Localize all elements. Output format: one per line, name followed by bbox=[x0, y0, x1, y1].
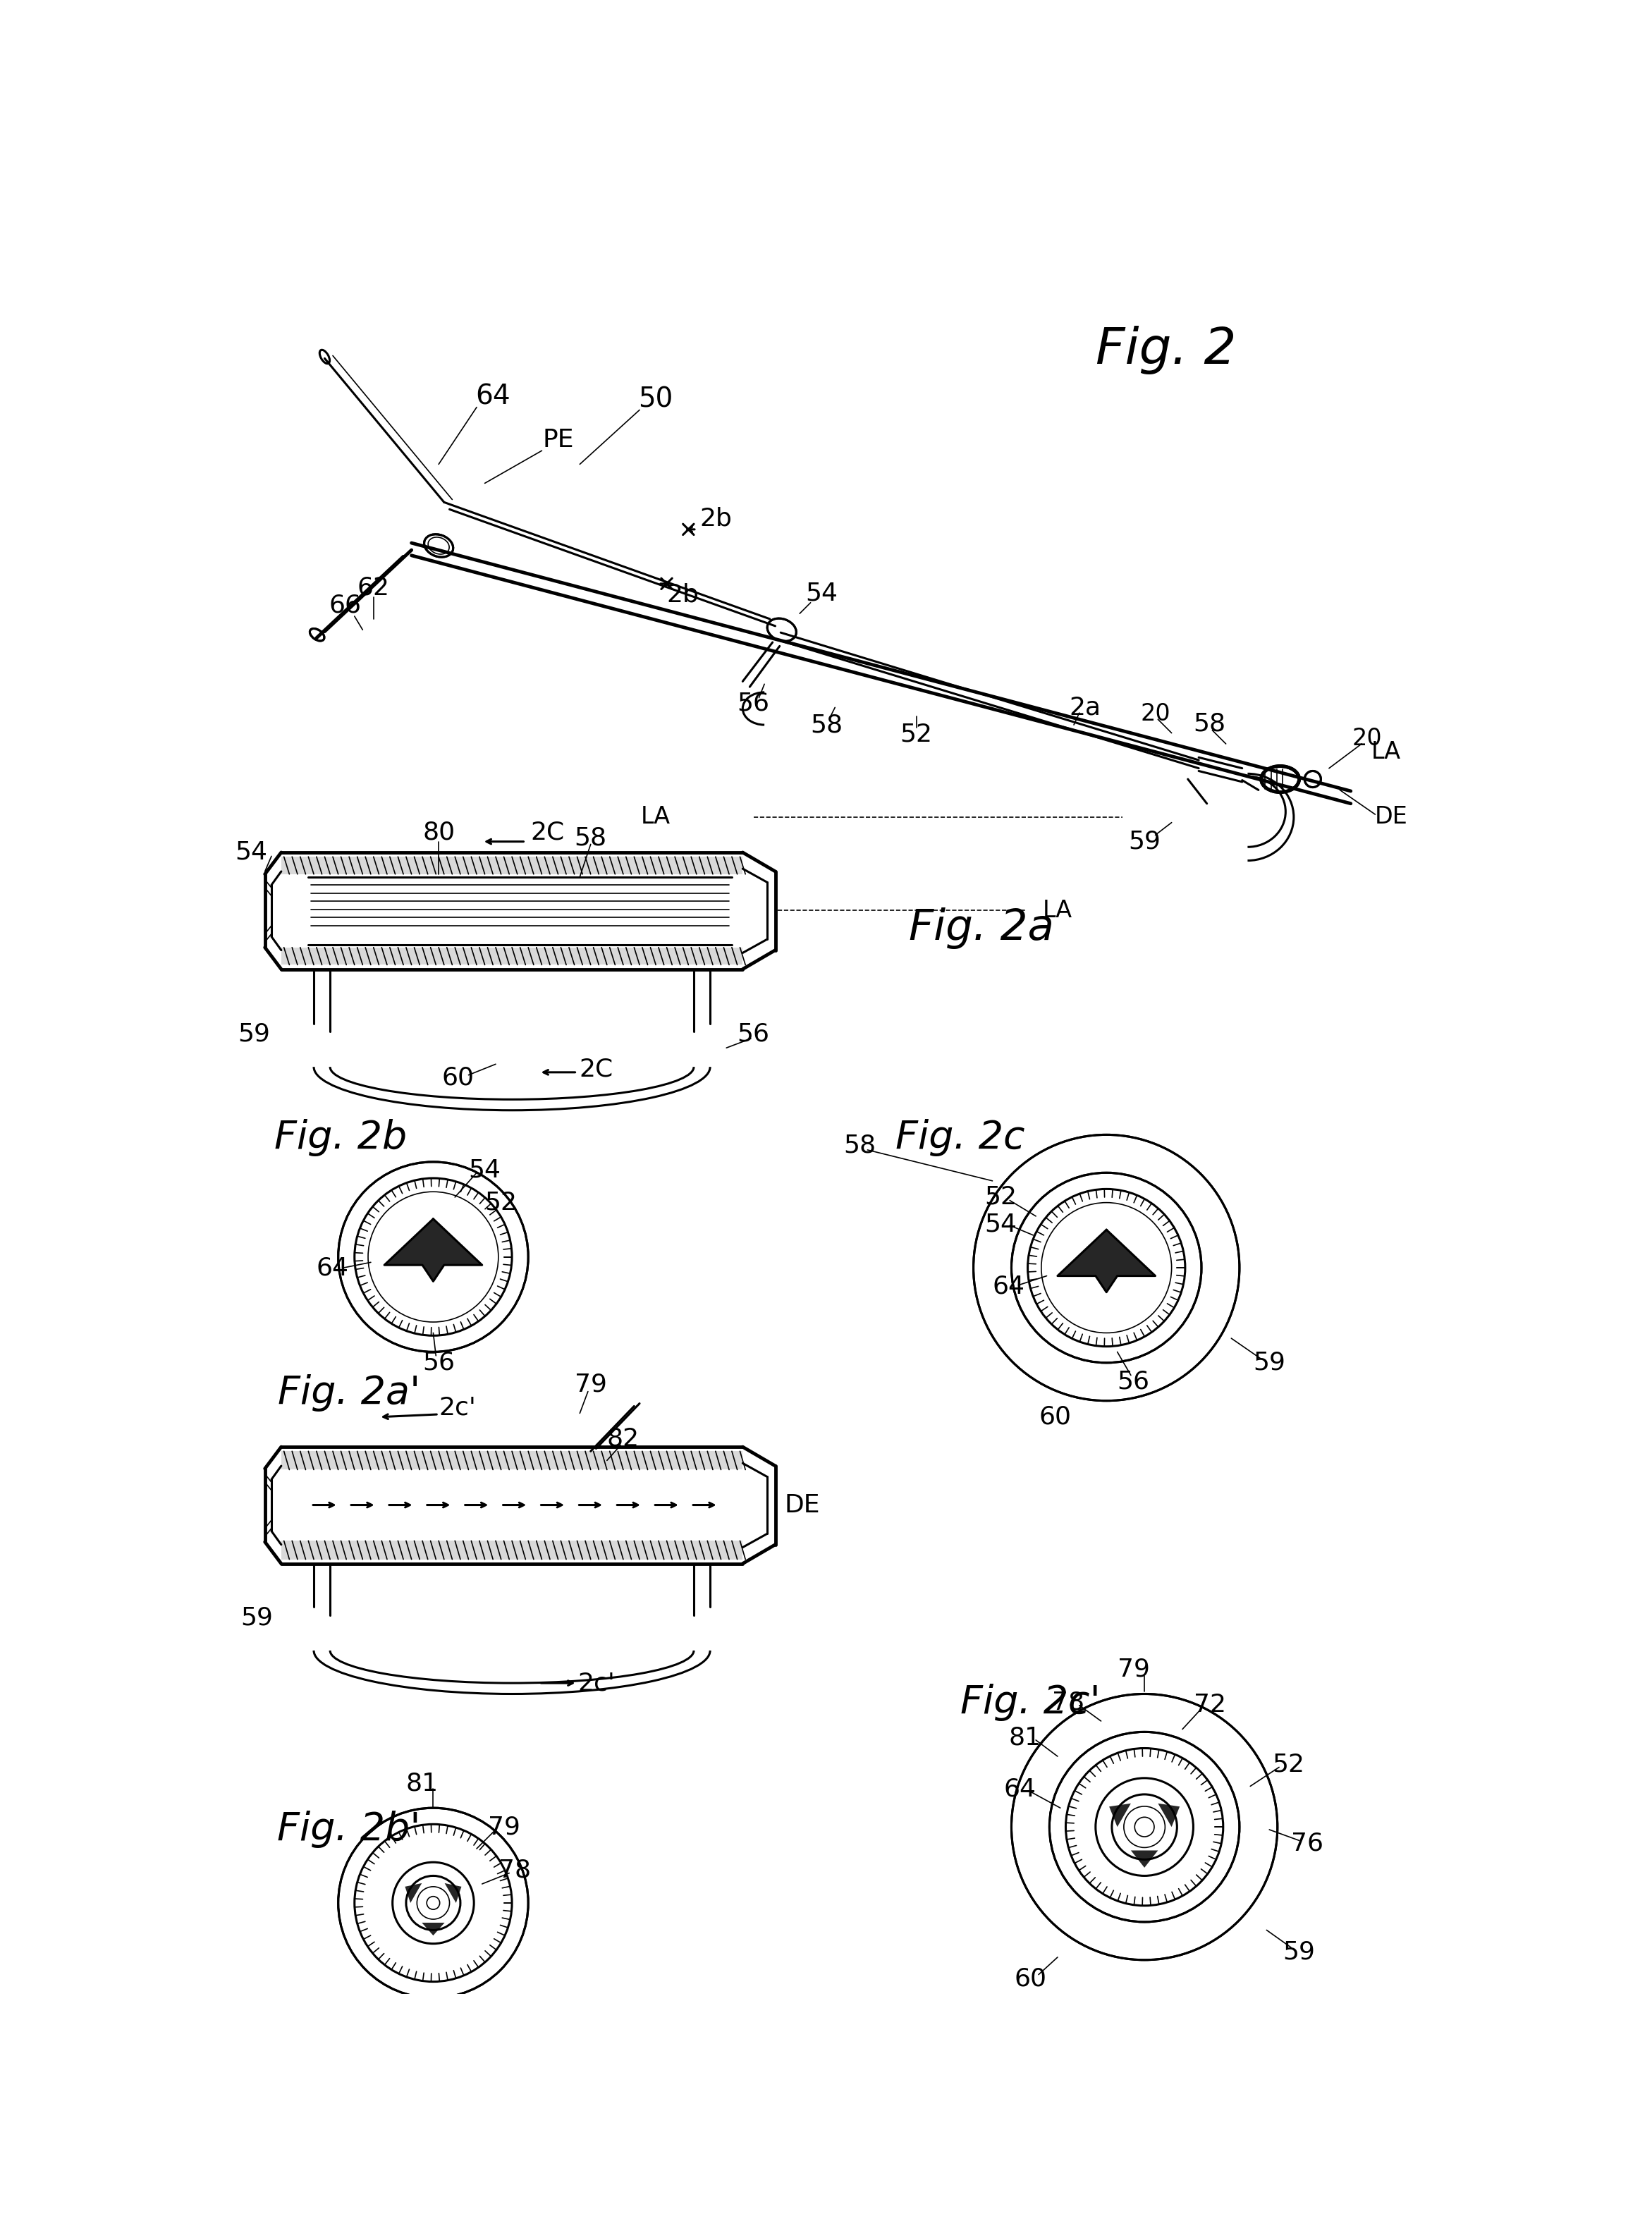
Text: DE: DE bbox=[1374, 806, 1408, 829]
Text: 82: 82 bbox=[606, 1427, 639, 1452]
Polygon shape bbox=[385, 1219, 482, 1281]
Text: 60: 60 bbox=[1014, 1967, 1047, 1991]
Ellipse shape bbox=[425, 535, 453, 558]
Text: 59: 59 bbox=[1254, 1351, 1285, 1375]
Polygon shape bbox=[281, 856, 743, 874]
Polygon shape bbox=[1108, 1803, 1132, 1828]
Text: Fig. 2b': Fig. 2b' bbox=[278, 1810, 421, 1848]
Text: 20: 20 bbox=[1140, 703, 1170, 726]
Text: 60: 60 bbox=[1039, 1404, 1070, 1429]
Text: Fig. 2a: Fig. 2a bbox=[909, 907, 1054, 950]
Text: 52: 52 bbox=[985, 1185, 1016, 1210]
Text: 59: 59 bbox=[1128, 829, 1161, 853]
Text: 72: 72 bbox=[1193, 1693, 1226, 1716]
Circle shape bbox=[1011, 1693, 1277, 1960]
Text: 54: 54 bbox=[235, 840, 268, 865]
Text: 2c': 2c' bbox=[439, 1396, 476, 1420]
Text: 79: 79 bbox=[487, 1814, 520, 1839]
Text: 66: 66 bbox=[329, 594, 362, 618]
Polygon shape bbox=[405, 1884, 421, 1904]
Text: 58: 58 bbox=[1193, 712, 1226, 735]
Circle shape bbox=[339, 1163, 529, 1353]
Polygon shape bbox=[421, 1922, 444, 1935]
Text: 64: 64 bbox=[993, 1275, 1024, 1299]
Polygon shape bbox=[1057, 1230, 1155, 1292]
Text: 59: 59 bbox=[241, 1606, 273, 1631]
Text: 50: 50 bbox=[638, 385, 674, 412]
Text: 64: 64 bbox=[317, 1257, 349, 1279]
Text: LA: LA bbox=[1371, 741, 1401, 764]
Text: 64: 64 bbox=[476, 383, 510, 410]
Polygon shape bbox=[1132, 1850, 1158, 1868]
Text: 58: 58 bbox=[811, 712, 843, 737]
Text: DE: DE bbox=[785, 1494, 819, 1516]
Text: PE: PE bbox=[542, 428, 573, 452]
Ellipse shape bbox=[767, 618, 796, 641]
Polygon shape bbox=[281, 948, 743, 965]
Text: 56: 56 bbox=[737, 1021, 770, 1046]
Text: 79: 79 bbox=[1117, 1658, 1150, 1682]
Text: 54: 54 bbox=[805, 582, 838, 605]
Text: 2C: 2C bbox=[580, 1057, 613, 1082]
Text: 54: 54 bbox=[469, 1158, 501, 1183]
Text: 58: 58 bbox=[843, 1133, 876, 1158]
Text: 79: 79 bbox=[575, 1373, 606, 1396]
Text: 2b: 2b bbox=[699, 506, 732, 531]
Text: Fig. 2b: Fig. 2b bbox=[274, 1118, 408, 1156]
Text: Fig. 2c: Fig. 2c bbox=[895, 1118, 1024, 1156]
Ellipse shape bbox=[311, 629, 324, 641]
Polygon shape bbox=[317, 551, 411, 638]
Circle shape bbox=[1049, 1732, 1239, 1922]
Text: 64: 64 bbox=[1003, 1776, 1036, 1801]
Text: 59: 59 bbox=[1284, 1940, 1315, 1964]
Text: 76: 76 bbox=[1292, 1832, 1323, 1855]
Text: 78: 78 bbox=[1052, 1689, 1085, 1714]
Text: 59: 59 bbox=[238, 1021, 271, 1046]
Circle shape bbox=[339, 1808, 529, 1998]
Text: 60: 60 bbox=[441, 1066, 474, 1089]
Text: Fig. 2: Fig. 2 bbox=[1095, 325, 1236, 374]
Text: 52: 52 bbox=[900, 724, 933, 746]
Text: 56: 56 bbox=[1117, 1371, 1150, 1393]
Text: 52: 52 bbox=[486, 1192, 517, 1214]
Text: 62: 62 bbox=[357, 576, 390, 600]
Text: 20: 20 bbox=[1351, 726, 1383, 750]
Ellipse shape bbox=[1260, 766, 1298, 793]
Polygon shape bbox=[281, 1541, 743, 1559]
Text: LA: LA bbox=[1042, 898, 1072, 923]
Polygon shape bbox=[444, 1884, 461, 1904]
Text: 52: 52 bbox=[1272, 1752, 1305, 1776]
Text: 2c': 2c' bbox=[578, 1671, 615, 1696]
Text: Fig. 2c': Fig. 2c' bbox=[960, 1684, 1100, 1720]
Text: 58: 58 bbox=[575, 827, 606, 849]
Text: 56: 56 bbox=[423, 1351, 454, 1375]
Text: 2C: 2C bbox=[530, 820, 565, 844]
Text: 2b: 2b bbox=[667, 582, 699, 607]
Text: 2a: 2a bbox=[1069, 694, 1100, 719]
Text: Fig. 2a': Fig. 2a' bbox=[278, 1373, 420, 1411]
Text: 81: 81 bbox=[1009, 1725, 1041, 1749]
Text: 56: 56 bbox=[737, 692, 770, 715]
Circle shape bbox=[973, 1136, 1239, 1400]
Circle shape bbox=[1305, 771, 1322, 786]
Polygon shape bbox=[281, 1452, 743, 1469]
Circle shape bbox=[1011, 1174, 1201, 1362]
Polygon shape bbox=[1158, 1803, 1180, 1828]
Text: 54: 54 bbox=[985, 1212, 1016, 1236]
Text: 78: 78 bbox=[499, 1859, 530, 1882]
Text: 81: 81 bbox=[406, 1772, 439, 1796]
Text: LA: LA bbox=[641, 806, 671, 829]
Text: 80: 80 bbox=[423, 820, 454, 844]
